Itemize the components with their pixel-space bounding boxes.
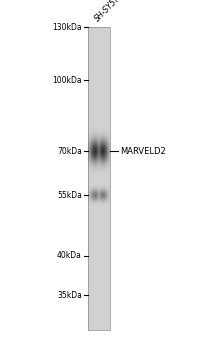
Text: MARVELD2: MARVELD2	[119, 147, 165, 156]
Text: 100kDa: 100kDa	[52, 76, 82, 84]
Text: 35kDa: 35kDa	[57, 290, 82, 300]
Text: 40kDa: 40kDa	[57, 251, 82, 260]
Text: 55kDa: 55kDa	[57, 191, 82, 199]
Text: 70kDa: 70kDa	[57, 147, 82, 156]
Bar	[87, 27, 109, 330]
Text: 130kDa: 130kDa	[52, 22, 82, 32]
Text: SH-SY5Y: SH-SY5Y	[92, 0, 121, 23]
